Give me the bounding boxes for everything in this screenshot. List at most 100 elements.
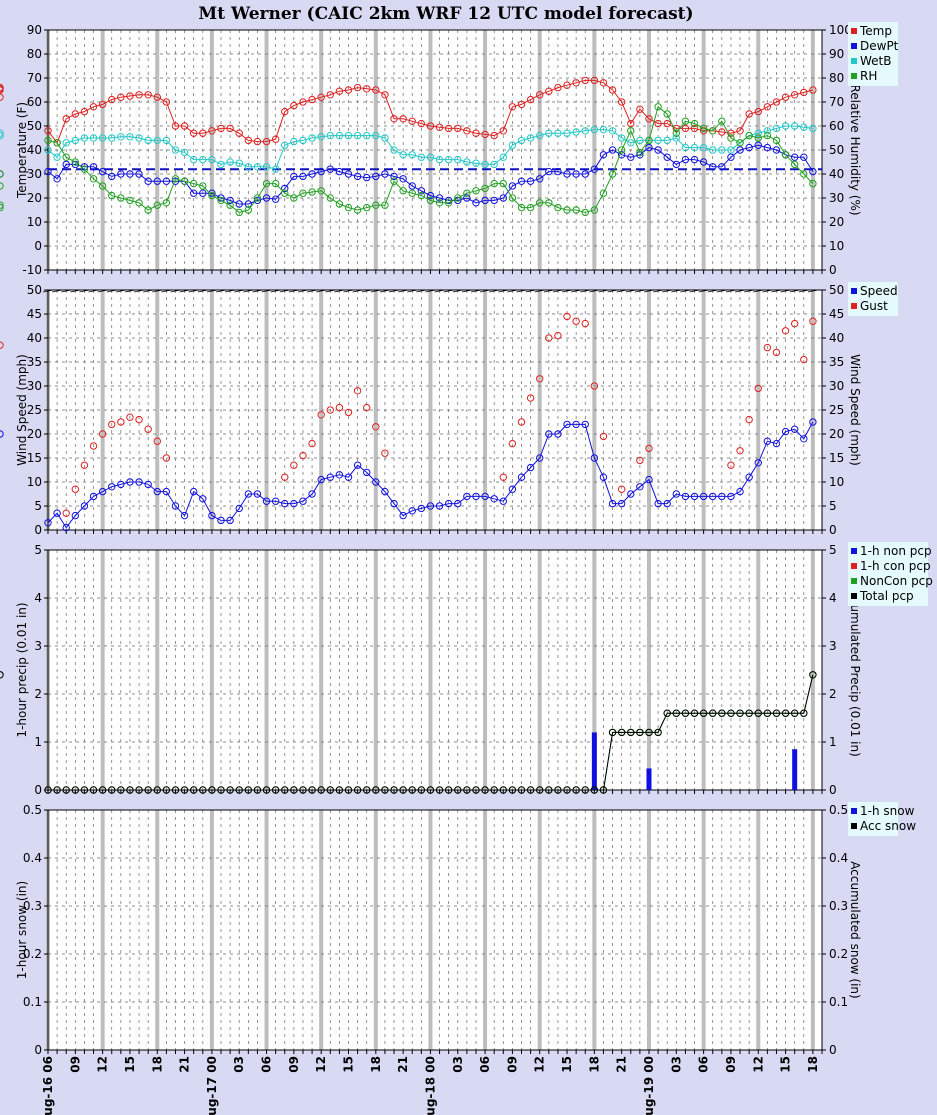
point-speed <box>590 454 599 462</box>
point-temp <box>526 95 535 104</box>
point-dewpt <box>426 191 435 200</box>
point-speed <box>772 439 781 448</box>
x-tick-label: 09 <box>287 1056 301 1073</box>
point-gust <box>108 420 116 429</box>
legend-label: RH <box>860 69 877 83</box>
point-total-pcp <box>144 786 152 794</box>
wind-arrow <box>52 289 63 293</box>
point-total-pcp <box>317 786 325 794</box>
point-wetb <box>253 163 262 171</box>
point-temp <box>572 79 580 87</box>
point-total-pcp <box>444 786 453 794</box>
point-gust <box>800 355 808 364</box>
point-wetb <box>681 143 690 152</box>
point-total-pcp <box>117 786 125 794</box>
point-speed <box>180 511 189 520</box>
point-gust <box>645 444 653 453</box>
legend-label: WetB <box>860 54 891 68</box>
point-total-pcp <box>235 786 243 794</box>
wind-arrow <box>725 289 737 293</box>
point-gust <box>135 415 143 424</box>
legend-swatch <box>851 593 857 599</box>
point-wetb <box>171 146 180 154</box>
point-temp <box>244 136 253 145</box>
point-rh <box>0 170 4 178</box>
point-dewpt <box>772 146 781 154</box>
x-axis-labels: Aug-16 06 09 12 15 18 21 Aug-17 00 03 06 09 12 15 18… <box>41 1056 820 1115</box>
y-right-tick-label: 15 <box>829 451 844 465</box>
point-total-pcp <box>718 709 726 717</box>
wind-arrow <box>525 289 536 293</box>
point-dewpt <box>226 196 234 205</box>
point-speed <box>199 495 207 503</box>
point-temp <box>226 124 234 133</box>
point-rh <box>208 191 216 200</box>
point-temp <box>281 107 289 116</box>
wind-arrow <box>270 289 281 293</box>
point-speed <box>308 490 316 498</box>
point-rh <box>809 179 817 188</box>
y-axis-label: 1-hour precip (0.01 in) <box>15 602 29 737</box>
point-total-pcp <box>645 728 653 737</box>
point-speed <box>481 492 489 501</box>
point-temp <box>435 123 444 131</box>
point-temp <box>426 122 435 130</box>
wind-arrow <box>252 289 263 293</box>
point-temp <box>208 127 216 135</box>
point-total-pcp <box>171 786 180 794</box>
y-right-tick-label: 20 <box>829 427 844 441</box>
wind-arrow <box>662 289 673 293</box>
point-rh <box>326 194 334 202</box>
point-rh <box>772 136 781 145</box>
point-gust <box>381 449 389 457</box>
point-speed <box>417 504 426 513</box>
point-gust <box>590 382 599 390</box>
point-wetb <box>0 131 4 140</box>
y-tick-label: 50 <box>27 283 42 297</box>
wind-arrow <box>407 289 418 293</box>
point-rh <box>226 201 234 209</box>
point-dewpt <box>809 167 817 176</box>
point-wetb <box>381 134 389 142</box>
line-temp <box>47 79 814 144</box>
point-temp <box>62 115 70 123</box>
point-gust <box>809 317 817 325</box>
line-wetb <box>47 125 813 170</box>
point-rh <box>517 203 526 212</box>
point-temp <box>80 107 89 116</box>
point-total-pcp <box>299 786 307 794</box>
point-gust <box>790 319 799 328</box>
point-wetb <box>390 146 398 154</box>
point-gust <box>754 384 762 393</box>
point-rh <box>490 179 498 188</box>
point-temp <box>299 98 307 106</box>
point-wetb <box>636 136 644 145</box>
point-rh <box>281 189 289 197</box>
point-speed <box>745 473 753 481</box>
wind-arrow <box>115 289 126 293</box>
point-rh <box>235 208 243 217</box>
point-rh <box>508 194 517 202</box>
wind-arrow <box>398 289 409 293</box>
point-total-pcp <box>208 786 216 794</box>
point-temp <box>554 83 562 92</box>
point-wetb <box>0 129 4 137</box>
point-rh <box>308 188 316 196</box>
point-speed <box>44 519 52 527</box>
point-rh <box>581 208 589 217</box>
y-tick-label: 20 <box>27 427 42 441</box>
point-rh <box>381 201 389 209</box>
point-rh <box>572 206 580 214</box>
point-speed <box>563 420 571 429</box>
point-rh <box>44 136 52 145</box>
point-speed <box>189 487 198 496</box>
point-speed <box>126 478 134 486</box>
x-tick-label: 18 <box>806 1056 820 1073</box>
point-wetb <box>98 134 107 142</box>
point-dewpt <box>126 170 134 178</box>
point-temp <box>253 137 262 146</box>
point-gust <box>317 411 325 419</box>
point-dewpt <box>572 170 580 178</box>
